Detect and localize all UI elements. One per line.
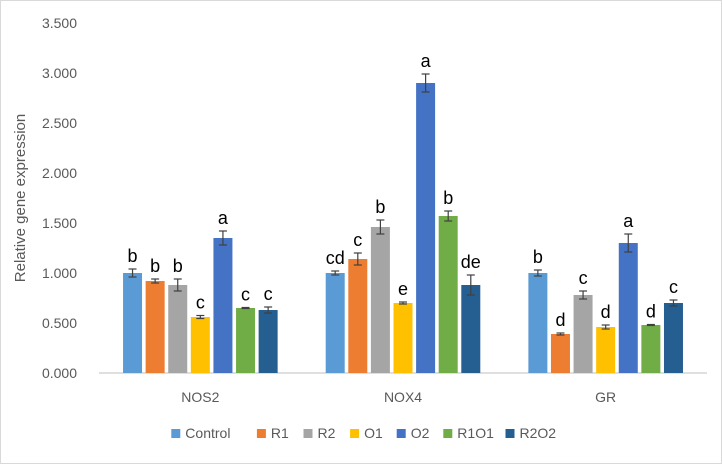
legend-swatch — [443, 429, 453, 438]
significance-label: c — [264, 284, 273, 304]
significance-label: de — [461, 252, 481, 272]
bar — [416, 83, 436, 373]
significance-label: b — [533, 247, 543, 267]
legend-label: R1O1 — [457, 425, 494, 441]
legend-swatch — [303, 429, 313, 438]
bar — [348, 259, 368, 373]
significance-label: b — [443, 188, 453, 208]
legend-swatch — [396, 429, 406, 438]
bar — [258, 310, 278, 373]
significance-label: a — [218, 208, 229, 228]
bar — [123, 273, 143, 373]
bar — [438, 216, 458, 373]
y-axis-title-group: Relative gene expression — [12, 114, 29, 282]
x-axis: NOS2 NOX4 GR — [181, 389, 616, 405]
significance-label: e — [398, 279, 408, 299]
y-tick-label: 0.500 — [42, 315, 77, 331]
x-tick-label: NOS2 — [181, 389, 219, 405]
significance-label: b — [150, 256, 160, 276]
y-tick-label: 0.000 — [42, 365, 77, 381]
bar — [236, 308, 256, 373]
significance-label: b — [173, 256, 183, 276]
bar — [325, 273, 345, 373]
significance-label: a — [421, 51, 432, 71]
bar — [461, 285, 481, 373]
y-axis-title: Relative gene expression — [12, 114, 29, 282]
legend-swatch — [350, 429, 360, 438]
bar — [596, 327, 616, 373]
legend-swatch — [505, 429, 515, 438]
significance-label: d — [601, 302, 611, 322]
bar — [190, 317, 210, 373]
bar — [528, 273, 548, 373]
significance-label: a — [623, 211, 634, 231]
x-tick-label: NOX4 — [384, 389, 422, 405]
bar — [663, 303, 683, 373]
bars — [123, 83, 683, 373]
bar — [641, 325, 661, 373]
y-tick-label: 3.000 — [42, 65, 77, 81]
error-bars — [128, 73, 678, 336]
legend-label: O2 — [411, 425, 430, 441]
legend-label: Control — [185, 425, 230, 441]
bar — [145, 281, 165, 373]
bar — [168, 285, 188, 373]
significance-label: b — [128, 246, 138, 266]
y-tick-label: 2.000 — [42, 165, 77, 181]
bar — [213, 238, 233, 373]
x-tick-label: GR — [595, 389, 616, 405]
significance-label: d — [646, 302, 656, 322]
bar — [393, 303, 413, 373]
legend-label: R2 — [318, 425, 336, 441]
significance-label: d — [555, 310, 565, 330]
significance-label: c — [669, 277, 678, 297]
y-tick-label: 2.500 — [42, 115, 77, 131]
significance-label: c — [353, 230, 362, 250]
y-axis: 0.000 0.500 1.000 1.500 2.000 2.500 3.000 3.500 — [42, 15, 77, 381]
bar — [370, 227, 390, 373]
legend-label: R1 — [271, 425, 289, 441]
legend-swatch — [256, 429, 266, 438]
significance-label: c — [579, 268, 588, 288]
bar — [550, 334, 570, 373]
legend-swatch — [171, 429, 181, 438]
legend-label: O1 — [364, 425, 383, 441]
significance-label: c — [241, 285, 250, 305]
y-tick-label: 3.500 — [42, 15, 77, 31]
significance-label: cd — [326, 248, 345, 268]
significance-label: b — [375, 197, 385, 217]
y-tick-label: 1.500 — [42, 215, 77, 231]
legend-label: R2O2 — [520, 425, 557, 441]
y-tick-label: 1.000 — [42, 265, 77, 281]
bar — [573, 295, 593, 373]
bar — [618, 243, 638, 373]
significance-label: c — [196, 293, 205, 313]
legend: Control R1 R2 O1 O2 R1O1 R2O2 — [171, 425, 556, 441]
